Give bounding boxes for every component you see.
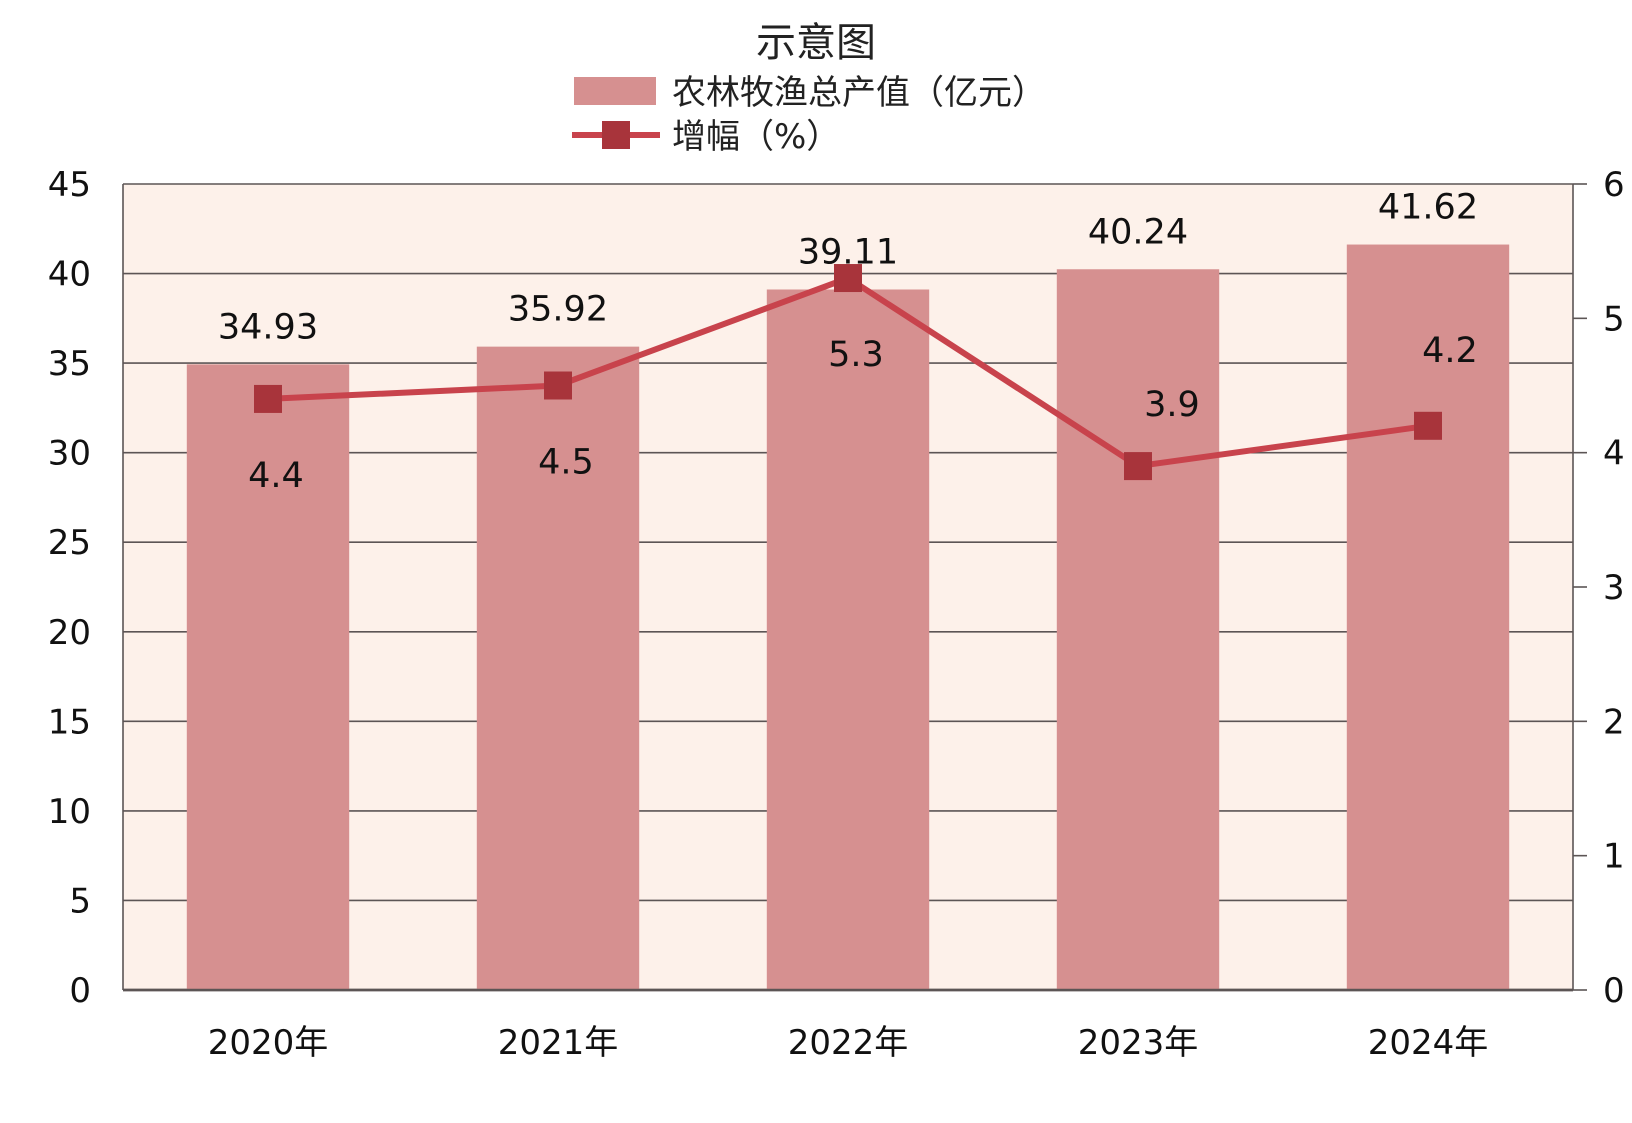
left-tick-label: 10 [48, 792, 91, 832]
growth-marker-2023年 [1124, 452, 1152, 481]
x-tick-label: 2024年 [1368, 1023, 1489, 1063]
bar-2024年 [1346, 244, 1510, 990]
growth-value-label: 4.2 [1422, 331, 1478, 371]
bar-value-label: 40.24 [1088, 212, 1188, 252]
bar-2020年 [186, 364, 350, 991]
bar-2023年 [1056, 269, 1220, 990]
chart-title: 示意图 [756, 20, 876, 66]
right-tick-label: 2 [1603, 702, 1625, 742]
bar-2022年 [766, 289, 930, 990]
left-tick-label: 0 [69, 971, 91, 1011]
x-tick-label: 2021年 [498, 1023, 619, 1063]
bar-value-label: 39.11 [798, 232, 898, 272]
left-y-axis: 0 5 10 15 20 25 30 35 40 45 [48, 165, 124, 1011]
right-tick-label: 3 [1603, 568, 1625, 608]
legend-bar-label: 农林牧渔总产值（亿元） [672, 73, 1046, 113]
right-tick-label: 4 [1603, 434, 1625, 474]
x-tick-label: 2023年 [1078, 1023, 1199, 1063]
growth-value-label: 4.4 [248, 456, 304, 496]
left-tick-label: 20 [48, 613, 91, 653]
legend: 农林牧渔总产值（亿元） 增幅（%） [572, 73, 1046, 157]
right-tick-label: 6 [1603, 165, 1625, 205]
left-tick-label: 40 [48, 255, 91, 295]
x-tick-label: 2022年 [788, 1023, 909, 1063]
growth-marker-2021年 [544, 371, 572, 400]
bar-value-label: 35.92 [508, 290, 608, 330]
right-tick-label: 0 [1603, 971, 1625, 1011]
legend-bar-swatch [574, 77, 656, 105]
x-axis: 2020年 2021年 2022年 2023年 2024年 [208, 1023, 1489, 1063]
growth-value-label: 3.9 [1144, 385, 1200, 425]
growth-value-label: 4.5 [538, 443, 594, 483]
left-tick-label: 30 [48, 434, 91, 474]
bars [123, 244, 1573, 992]
left-tick-label: 5 [69, 881, 91, 921]
growth-marker-2022年 [834, 264, 862, 293]
left-tick-label: 15 [48, 702, 91, 742]
bar-2021年 [476, 346, 640, 990]
left-tick-label: 35 [48, 344, 91, 384]
growth-marker-2024年 [1414, 411, 1442, 440]
growth-marker-2020年 [254, 384, 282, 413]
growth-line [254, 264, 1442, 481]
data-labels: 34.93 35.92 39.11 40.24 41.62 4.4 4.5 5.3 3.9 4.2 [218, 188, 1478, 496]
bar-value-label: 41.62 [1378, 188, 1478, 228]
legend-line-marker [602, 121, 630, 149]
x-tick-label: 2020年 [208, 1023, 329, 1063]
growth-value-label: 5.3 [828, 335, 884, 375]
left-tick-label: 45 [48, 165, 91, 205]
right-tick-label: 1 [1603, 837, 1625, 877]
left-tick-label: 25 [48, 523, 91, 563]
right-tick-label: 5 [1603, 299, 1625, 339]
bar-value-label: 34.93 [218, 307, 318, 347]
legend-line-label: 增幅（%） [672, 117, 840, 157]
right-y-axis: 0 1 2 3 4 5 6 [1572, 165, 1625, 1011]
